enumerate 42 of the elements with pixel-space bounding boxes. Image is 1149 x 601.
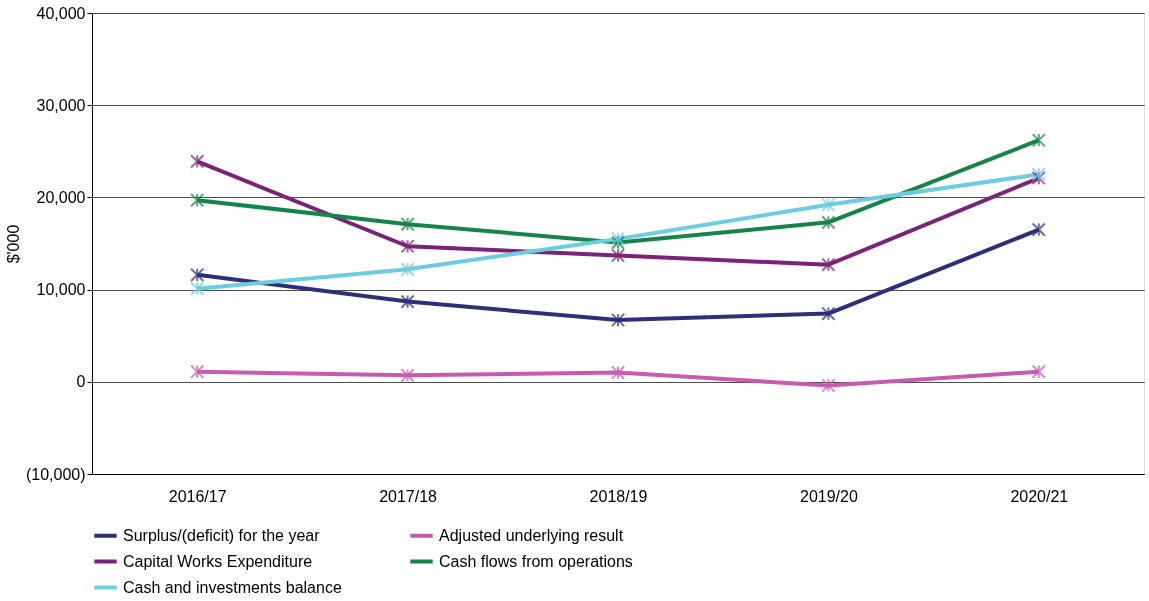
point bbox=[610, 312, 626, 328]
point bbox=[190, 281, 205, 296]
y-tick-label: (10,000) bbox=[25, 465, 86, 483]
legend-label: Cash flows from operations bbox=[439, 552, 633, 570]
point bbox=[610, 365, 626, 380]
point bbox=[1031, 364, 1046, 379]
legend-label: Capital Works Expenditure bbox=[123, 552, 313, 570]
x-tick-label: 2016/17 bbox=[168, 487, 227, 505]
point bbox=[610, 248, 626, 263]
point bbox=[610, 235, 626, 250]
point bbox=[821, 257, 836, 272]
y-tick-label: 10,000 bbox=[36, 281, 86, 299]
point bbox=[821, 197, 836, 212]
point bbox=[190, 193, 205, 208]
x-tick-label: 2017/18 bbox=[379, 487, 438, 505]
y-tick-label: 30,000 bbox=[36, 96, 86, 114]
y-tick-label: 0 bbox=[76, 373, 86, 391]
point bbox=[1031, 222, 1046, 237]
point bbox=[1031, 133, 1046, 148]
x-tick-label: 2020/21 bbox=[1010, 487, 1069, 505]
point bbox=[400, 294, 415, 309]
point bbox=[190, 267, 205, 282]
point bbox=[821, 215, 836, 230]
point bbox=[400, 217, 415, 232]
point bbox=[821, 378, 836, 393]
point bbox=[190, 154, 205, 169]
point bbox=[400, 368, 415, 383]
x-tick-label: 2018/19 bbox=[589, 487, 648, 505]
y-tick-label: 20,000 bbox=[36, 188, 86, 206]
point bbox=[400, 239, 415, 254]
y-axis-title: $'000 bbox=[4, 224, 22, 264]
point bbox=[610, 231, 626, 247]
x-tick-label: 2019/20 bbox=[799, 487, 858, 505]
point bbox=[1031, 170, 1046, 186]
point bbox=[821, 306, 836, 321]
legend-label: Adjusted underlying result bbox=[439, 526, 624, 544]
y-tick-label: 40,000 bbox=[36, 4, 86, 22]
point bbox=[400, 262, 415, 277]
point bbox=[190, 364, 205, 379]
legend-label: Surplus/(deficit) for the year bbox=[123, 526, 321, 544]
point bbox=[1031, 167, 1046, 182]
legend-label: Cash and investments balance bbox=[123, 578, 342, 596]
